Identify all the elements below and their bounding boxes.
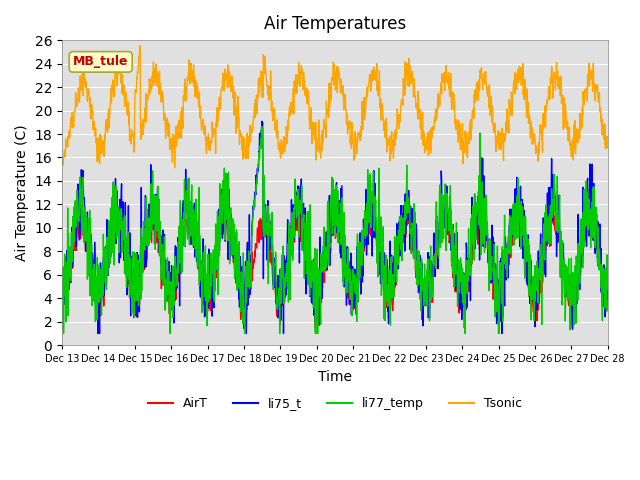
Tsonic	[492, 137, 499, 143]
li77_temp	[241, 331, 249, 336]
AirT	[540, 254, 547, 260]
Tsonic	[171, 165, 179, 170]
Line: li75_t: li75_t	[62, 121, 608, 334]
Title: Air Temperatures: Air Temperatures	[264, 15, 406, 33]
AirT	[461, 325, 468, 331]
AirT	[604, 294, 612, 300]
Text: MB_tule: MB_tule	[73, 55, 129, 68]
Tsonic	[180, 97, 188, 103]
li75_t	[58, 273, 66, 279]
Tsonic	[604, 134, 612, 140]
li75_t	[258, 119, 266, 124]
li77_temp	[258, 123, 266, 129]
X-axis label: Time: Time	[318, 370, 352, 384]
li77_temp	[604, 286, 612, 292]
li77_temp	[540, 240, 547, 246]
li77_temp	[60, 331, 67, 336]
Line: Tsonic: Tsonic	[62, 46, 608, 168]
Line: AirT: AirT	[62, 200, 608, 328]
Tsonic	[420, 130, 428, 136]
Y-axis label: Air Temperature (C): Air Temperature (C)	[15, 124, 29, 261]
AirT	[548, 197, 556, 203]
AirT	[58, 297, 66, 302]
Tsonic	[540, 125, 547, 131]
li77_temp	[58, 322, 66, 328]
Tsonic	[241, 148, 249, 154]
li75_t	[492, 261, 499, 267]
li77_temp	[420, 282, 428, 288]
Line: li77_temp: li77_temp	[62, 126, 608, 334]
li75_t	[540, 256, 547, 262]
li75_t	[604, 286, 612, 292]
Legend: AirT, li75_t, li77_temp, Tsonic: AirT, li75_t, li77_temp, Tsonic	[143, 392, 527, 415]
AirT	[241, 310, 248, 316]
Tsonic	[58, 160, 66, 166]
li75_t	[94, 331, 102, 336]
AirT	[492, 296, 499, 301]
AirT	[166, 319, 174, 324]
li77_temp	[492, 266, 499, 272]
li75_t	[420, 303, 428, 309]
li77_temp	[180, 210, 188, 216]
li75_t	[166, 300, 174, 306]
AirT	[420, 284, 428, 290]
li75_t	[241, 323, 249, 329]
Tsonic	[136, 43, 143, 48]
Tsonic	[166, 143, 174, 148]
li75_t	[180, 206, 188, 212]
li77_temp	[166, 295, 174, 301]
AirT	[180, 238, 188, 244]
